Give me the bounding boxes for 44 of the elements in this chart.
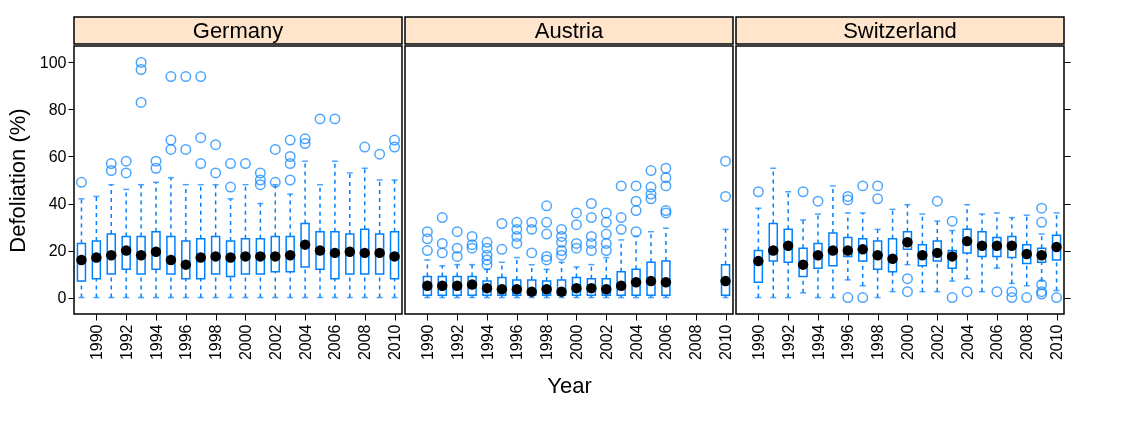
x-tick-label: 1992 <box>779 324 797 361</box>
x-tick-label: 1990 <box>87 324 105 361</box>
x-tick-label: 2010 <box>1048 324 1066 361</box>
x-tick-label: 2006 <box>326 324 344 361</box>
x-tick-label: 1998 <box>538 324 556 361</box>
x-tick-label: 1992 <box>117 324 135 361</box>
x-tick-label: 2006 <box>657 324 675 361</box>
x-tick-label: 2000 <box>898 324 916 361</box>
y-tick-label: 0 <box>57 289 67 307</box>
x-tick-label: 1998 <box>869 324 887 361</box>
x-tick-label: 2010 <box>386 324 404 361</box>
chart-title: Germany <box>192 18 284 43</box>
x-tick-label: 2008 <box>1018 324 1036 361</box>
x-tick-label: 2008 <box>356 324 374 361</box>
y-tick-label: 20 <box>48 242 67 260</box>
x-tick-label: 2008 <box>687 324 705 361</box>
x-tick-label: 2004 <box>627 324 645 361</box>
x-tick-label: 2010 <box>717 324 735 361</box>
x-tick-label: 2000 <box>567 324 585 361</box>
x-tick-label: 2004 <box>958 324 976 361</box>
chart-title: Switzerland <box>843 18 957 43</box>
y-tick-label: 80 <box>48 100 67 118</box>
x-tick-label: 1998 <box>207 324 225 361</box>
x-tick-label: 1996 <box>839 324 857 361</box>
y-tick-label: 100 <box>39 53 67 71</box>
x-tick-label: 1994 <box>478 324 496 361</box>
x-tick-label: 1994 <box>147 324 165 361</box>
y-tick-label: 40 <box>48 195 67 213</box>
x-axis-title: Year <box>547 373 592 399</box>
x-tick-label: 2000 <box>236 324 254 361</box>
x-tick-label: 1996 <box>508 324 526 361</box>
x-tick-label: 2002 <box>928 324 946 361</box>
x-tick-label: 2002 <box>597 324 615 361</box>
x-tick-label: 1994 <box>809 324 827 361</box>
y-tick-label: 60 <box>48 147 67 165</box>
x-tick-label: 1990 <box>749 324 767 361</box>
x-tick-label: 1992 <box>448 324 466 361</box>
x-tick-label: 2006 <box>988 324 1006 361</box>
x-tick-label: 1996 <box>177 324 195 361</box>
chart-title: Austria <box>534 18 604 43</box>
x-tick-label: 2004 <box>296 324 314 361</box>
x-tick-label: 1990 <box>418 324 436 361</box>
y-axis-title: Defoliation (%) <box>4 108 30 253</box>
x-tick-label: 2002 <box>266 324 284 361</box>
